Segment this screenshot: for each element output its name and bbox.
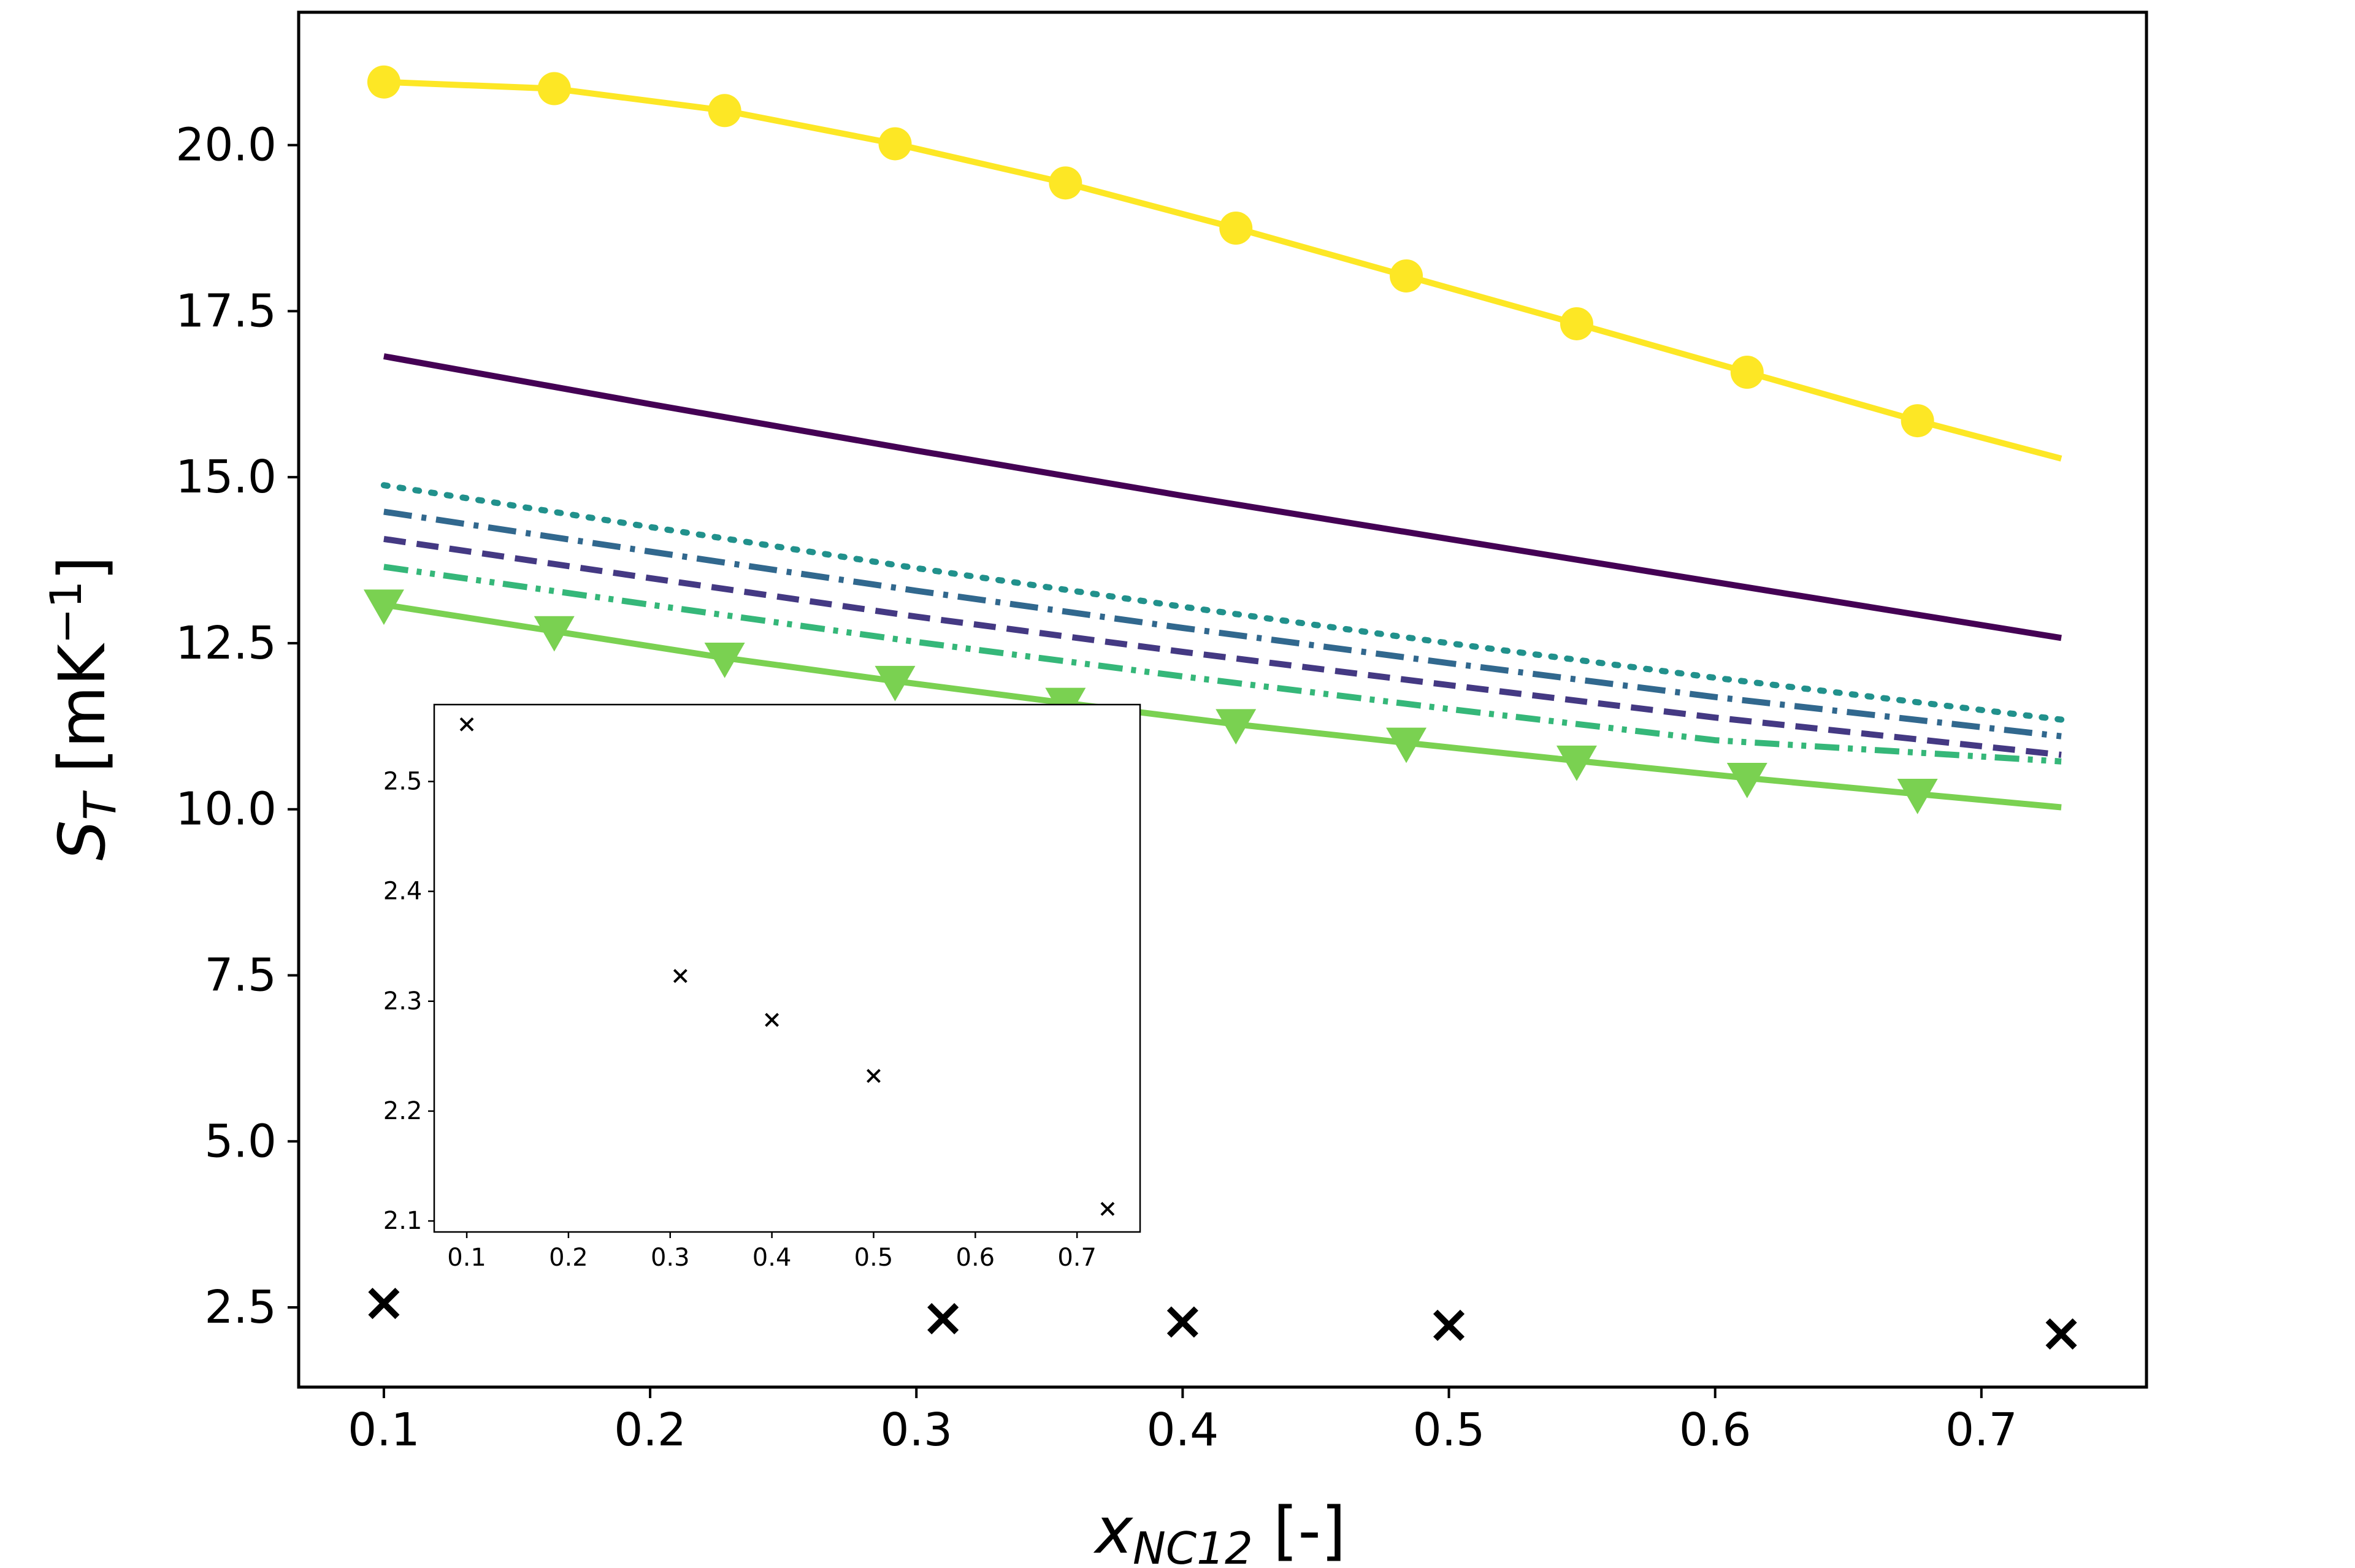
main-series-4-line (383, 535, 2062, 758)
y-axis-label-unit-sup: −1 (41, 581, 91, 644)
main-series-6-point-8 (1726, 763, 1767, 798)
main-x-tick-label-3: 0.4 (1147, 1404, 1219, 1456)
main-series-5-line (383, 564, 2062, 765)
main-x-tick-label-2: 0.3 (880, 1404, 952, 1456)
inset-x-tick-label-3: 0.4 (752, 1244, 792, 1272)
inset-series-0-point-4 (1100, 1201, 1115, 1216)
main-y-tick-label-5: 15.0 (175, 451, 277, 503)
main-series-6-point-9 (1897, 779, 1938, 814)
main-series-7-point-3 (1433, 1309, 1465, 1341)
inset-y-tick-label-4: 2.5 (383, 767, 423, 795)
main-series-0-point-2 (708, 94, 741, 128)
inset-x-tick-label-1: 0.2 (549, 1244, 588, 1272)
main-series-7-point-2 (1166, 1306, 1198, 1338)
main-series-2-line (380, 482, 2065, 723)
y-axis-label-main: S (45, 820, 120, 860)
inset-x-tick-label-2: 0.3 (651, 1244, 690, 1272)
main-series-0-point-5 (1219, 212, 1253, 245)
main-series-6-point-5 (1216, 709, 1257, 745)
main-series-6-point-0 (363, 589, 404, 625)
inset-x-tick-label-0: 0.1 (447, 1244, 486, 1272)
main-series-1-line (383, 353, 2062, 641)
x-axis-label: xNC12 [-] (1093, 1493, 1346, 1565)
inset-plot-area (434, 705, 1140, 1232)
main-y-tick-label-6: 17.5 (175, 285, 277, 337)
y-axis-label: ST [mK−1] (41, 556, 126, 861)
inset-y-tick-label-0: 2.1 (383, 1207, 423, 1235)
main-series-6-point-6 (1386, 727, 1427, 763)
main-series-6-point-1 (534, 616, 575, 652)
main-series-6-point-2 (704, 643, 745, 678)
main-series-0-point-7 (1560, 307, 1593, 340)
main-x-tick-label-6: 0.7 (1945, 1404, 2018, 1456)
main-series-6-point-7 (1556, 745, 1597, 781)
inset-plot: 0.1 0.2 0.3 0.4 0.5 0.6 0.7 2.1 2.2 2.3 2.4 2.5 (383, 703, 1141, 1272)
main-y-tick-label-1: 5.0 (204, 1115, 277, 1168)
main-y-tick-label-2: 7.5 (204, 949, 277, 1001)
main-y-tick-label-4: 12.5 (175, 617, 277, 670)
main-series-0-point-0 (367, 65, 400, 99)
main-series-group (363, 65, 2077, 1350)
inset-series-0-point-1 (673, 969, 687, 983)
axis-labels: xNC12 [-] ST [mK−1] (41, 556, 1346, 1568)
y-axis-label-unit-pre: [mK (45, 643, 120, 794)
inset-series-0-point-2 (765, 1012, 779, 1027)
x-axis-label-sub: NC12 (1133, 1523, 1253, 1565)
main-y-tick-label-3: 10.0 (175, 783, 277, 836)
inset-y-tick-label-3: 2.4 (383, 878, 423, 906)
main-frame (297, 10, 2148, 1389)
inset-series-0-point-0 (459, 717, 474, 732)
main-series-0-point-1 (537, 72, 571, 105)
main-series-3-line (383, 508, 2062, 740)
inset-series-group (459, 717, 1115, 1216)
inset-x-tick-label-6: 0.7 (1057, 1244, 1097, 1272)
main-x-tick-label-1: 0.2 (614, 1404, 686, 1456)
main-x-tick-label-0: 0.1 (348, 1404, 420, 1456)
main-y-tick-label-7: 20.0 (175, 119, 277, 172)
main-series-7-point-1 (927, 1302, 959, 1334)
y-axis-label-sub: T (74, 790, 126, 820)
x-axis-label-main: x (1093, 1493, 1133, 1565)
main-x-tick-label-5: 0.6 (1679, 1404, 1752, 1456)
main-x-tick-label-4: 0.5 (1413, 1404, 1485, 1456)
inset-y-tick-label-2: 2.3 (383, 987, 423, 1015)
main-series-0-point-9 (1901, 404, 1934, 438)
main-series-0-point-6 (1390, 259, 1423, 293)
main-series-0-point-8 (1730, 356, 1764, 389)
main-y-tick-label-0: 2.5 (204, 1281, 277, 1334)
main-series-7-point-0 (368, 1287, 400, 1320)
inset-frame (433, 703, 1141, 1233)
x-axis-label-unit: [-] (1253, 1493, 1346, 1565)
inset-x-tick-label-4: 0.5 (854, 1244, 894, 1272)
main-series-7-point-4 (2045, 1318, 2077, 1350)
y-axis-label-unit-post: ] (45, 556, 120, 581)
inset-series-0-point-3 (867, 1069, 881, 1083)
inset-x-tick-label-5: 0.6 (956, 1244, 995, 1272)
main-series-0-point-4 (1049, 166, 1082, 200)
inset-y-tick-label-1: 2.2 (383, 1097, 423, 1125)
main-series-6-point-3 (875, 665, 916, 702)
main-series-0-point-3 (878, 127, 912, 161)
